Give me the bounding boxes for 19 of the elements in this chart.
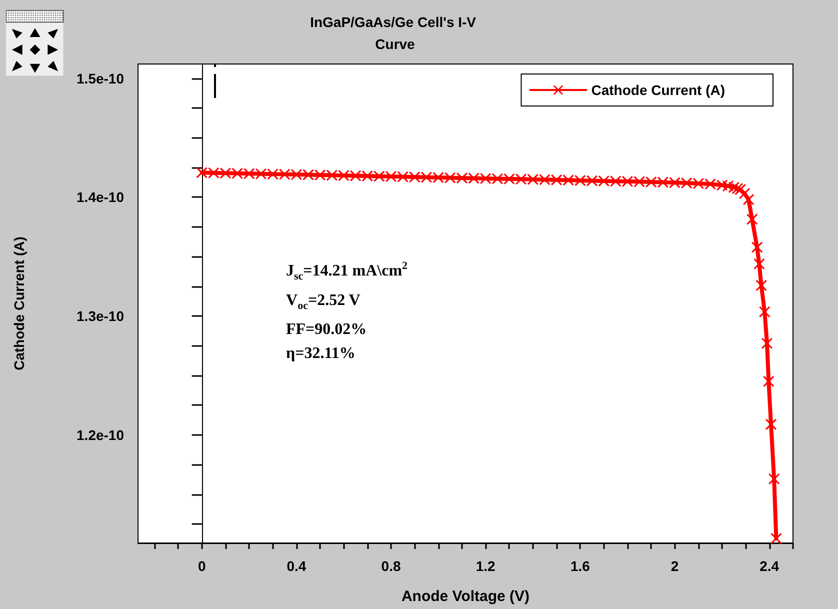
y-tick-label: 1.4e-10: [76, 189, 124, 206]
x-tick-label: 0.8: [381, 558, 401, 574]
x-tick-label: 0.4: [286, 558, 306, 574]
x-tick-label: 1.2: [476, 558, 496, 574]
y-tick-label: 1.5e-10: [76, 70, 124, 86]
annotation: η=32.11%: [286, 344, 356, 364]
x-tick-label: 2: [670, 558, 679, 574]
y-tick-label: 1.2e-10: [76, 426, 124, 443]
y-axis-title: Cathode Current (A): [11, 236, 27, 370]
legend-label: Cathode Current (A): [591, 82, 726, 98]
x-axis-title: Anode Voltage (V): [401, 588, 530, 605]
annotation: V$_{oc}$=2.52 V: [286, 290, 362, 314]
x-tick-label: 1.6: [570, 558, 590, 574]
y-tick-label: 1.3e-10: [76, 308, 124, 324]
annotation: J$_{sc}$=14.21 mA\cm$^{2}$: [286, 259, 408, 285]
x-tick-label: 0: [198, 558, 206, 574]
chart-title: InGaP/GaAs/Ge Cell's I-V Curve: [310, 14, 480, 52]
x-tick-label: 2.4: [760, 558, 780, 574]
annotation: FF=90.02%: [286, 320, 368, 340]
